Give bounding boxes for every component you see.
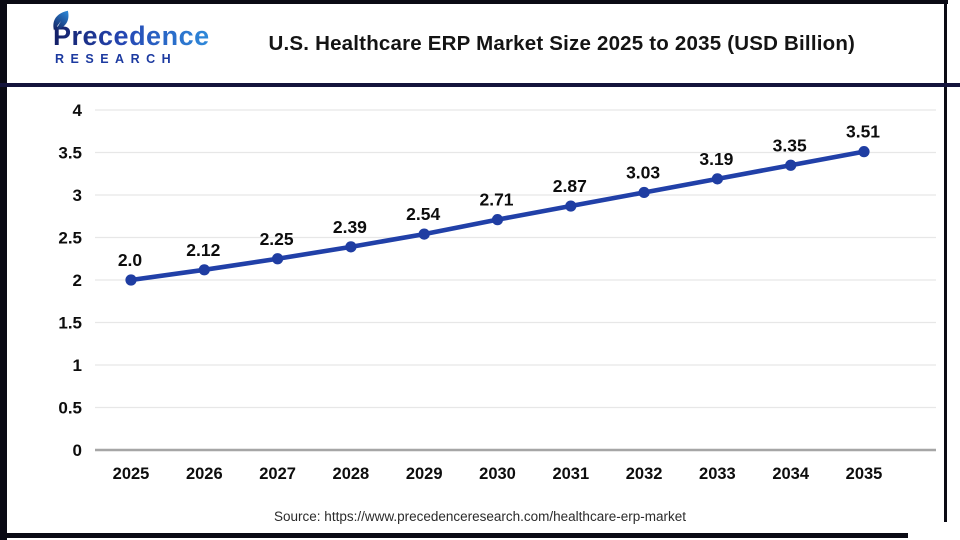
title-wrap: U.S. Healthcare ERP Market Size 2025 to … <box>210 32 944 56</box>
data-point-marker <box>638 186 650 199</box>
y-tick-label: 4 <box>73 101 83 120</box>
chart-area: 4 3.5 3 2.5 2 1.5 1 0.5 0 2025 2026 2027 2028 2029 203… <box>0 88 960 500</box>
x-tick-label: 2034 <box>772 465 810 483</box>
y-tick-label: 2 <box>73 271 82 290</box>
y-tick-label: 0.5 <box>58 399 82 418</box>
data-point-label: 3.03 <box>626 162 660 182</box>
line-chart: 4 3.5 3 2.5 2 1.5 1 0.5 0 2025 2026 2027 2028 2029 203… <box>58 101 936 483</box>
x-tick-label: 2033 <box>699 465 736 483</box>
data-point-marker <box>125 274 137 286</box>
x-tick-label: 2030 <box>479 465 516 483</box>
frame-border-bottom <box>0 533 908 538</box>
x-tick-label: 2025 <box>113 465 150 483</box>
frame-border-left <box>0 0 7 540</box>
data-point-label: 2.54 <box>406 204 440 224</box>
data-point-label: 3.19 <box>699 149 733 169</box>
data-point-label: 2.0 <box>118 250 143 270</box>
data-point-marker <box>711 173 724 185</box>
data-point-label: 2.12 <box>186 240 220 260</box>
data-point-marker <box>272 253 284 265</box>
y-tick-label: 0 <box>73 441 82 460</box>
x-tick-label: 2029 <box>406 465 443 483</box>
y-tick-label: 3 <box>73 186 82 205</box>
logo-sub-text: RESEARCH <box>55 51 178 66</box>
y-tick-label: 3.5 <box>58 144 82 163</box>
data-point-marker <box>565 200 577 212</box>
data-point-marker <box>418 228 430 240</box>
header-divider-rule <box>0 83 960 87</box>
logo-brand-text: Precedence <box>53 20 210 51</box>
x-tick-label: 2032 <box>626 465 663 483</box>
data-point-marker <box>491 214 504 226</box>
data-point-label: 2.71 <box>479 190 513 210</box>
x-tick-label: 2028 <box>333 465 370 483</box>
data-point-label: 2.25 <box>260 229 294 249</box>
x-tick-label: 2031 <box>552 465 589 483</box>
data-point-label: 2.39 <box>333 217 367 237</box>
data-point-label: 3.51 <box>846 122 880 142</box>
source-text: Source: https://www.precedenceresearch.c… <box>274 509 686 524</box>
frame-border-top <box>0 0 948 4</box>
y-tick-label: 1.5 <box>58 314 82 333</box>
x-tick-label: 2035 <box>846 465 883 483</box>
data-point-label: 2.87 <box>553 176 587 196</box>
leaf-icon <box>53 10 69 31</box>
data-point-marker <box>858 146 870 158</box>
data-point-marker <box>785 159 797 171</box>
header: Precedence RESEARCH U.S. Healthcare ERP … <box>7 4 944 84</box>
data-point-marker <box>345 241 357 253</box>
y-tick-label: 1 <box>73 356 82 375</box>
frame-border-right <box>944 4 947 522</box>
data-point-label: 3.35 <box>773 135 807 155</box>
y-tick-label: 2.5 <box>58 229 82 248</box>
x-tick-label: 2026 <box>186 465 223 483</box>
x-tick-label: 2027 <box>259 465 296 483</box>
precedence-research-logo: Precedence RESEARCH <box>53 10 210 66</box>
page-title: U.S. Healthcare ERP Market Size 2025 to … <box>268 32 856 55</box>
data-point-marker <box>198 264 210 276</box>
